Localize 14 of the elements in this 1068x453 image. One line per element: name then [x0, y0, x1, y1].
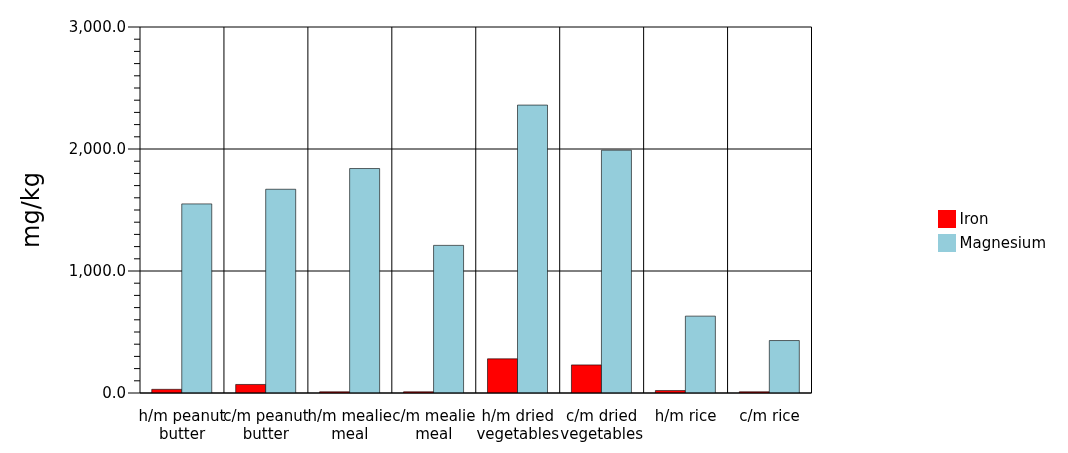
x-tick-label: h/m dried vegetables — [476, 407, 560, 443]
x-tick-label: c/m rice — [739, 407, 800, 425]
y-tick-label: 0.0 — [102, 384, 126, 402]
y-axis-title: mg/kg — [16, 172, 45, 248]
legend-label: Iron — [959, 209, 989, 228]
x-tick-label: h/m rice — [654, 407, 717, 425]
y-tick-label: 2,000.0 — [68, 140, 126, 158]
x-tick-label: h/m peanut butter — [138, 407, 226, 443]
y-tick-label: 1,000.0 — [68, 262, 126, 280]
x-tick-label: c/m peanut butter — [223, 407, 309, 443]
x-tick-label: c/m mealie meal — [392, 407, 476, 443]
y-tick-label: 3,000.0 — [68, 18, 126, 36]
legend-label: Magnesium — [959, 233, 1046, 252]
x-tick-label: c/m dried vegetables — [560, 407, 644, 443]
